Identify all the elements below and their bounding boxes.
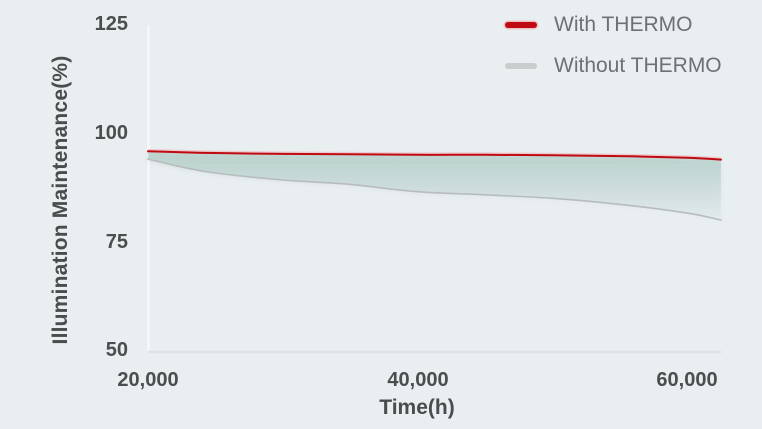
x-tick-20000: 20,000 bbox=[117, 369, 179, 391]
legend-label-with-thermo: With THERMO bbox=[554, 13, 693, 36]
fill-between-area bbox=[148, 151, 721, 220]
y-tick-125: 125 bbox=[94, 13, 128, 35]
with-thermo-line bbox=[147, 150, 722, 161]
x-tick-40000: 40,000 bbox=[387, 369, 449, 391]
legend-item-with-thermo: With THERMO bbox=[505, 4, 722, 45]
x-tick-60000: 60,000 bbox=[656, 369, 718, 391]
without-thermo-line bbox=[147, 158, 722, 221]
legend-label-without-thermo: Without THERMO bbox=[554, 54, 722, 77]
legend-item-without-thermo: Without THERMO bbox=[505, 45, 722, 86]
legend: With THERMO Without THERMO bbox=[505, 4, 722, 86]
without-thermo-line-swatch bbox=[505, 62, 537, 69]
y-tick-100: 100 bbox=[94, 122, 128, 144]
x-axis-title: Time(h) bbox=[379, 396, 455, 419]
with-thermo-line-swatch bbox=[505, 21, 537, 28]
y-tick-50: 50 bbox=[105, 339, 128, 361]
y-tick-75: 75 bbox=[105, 231, 128, 253]
